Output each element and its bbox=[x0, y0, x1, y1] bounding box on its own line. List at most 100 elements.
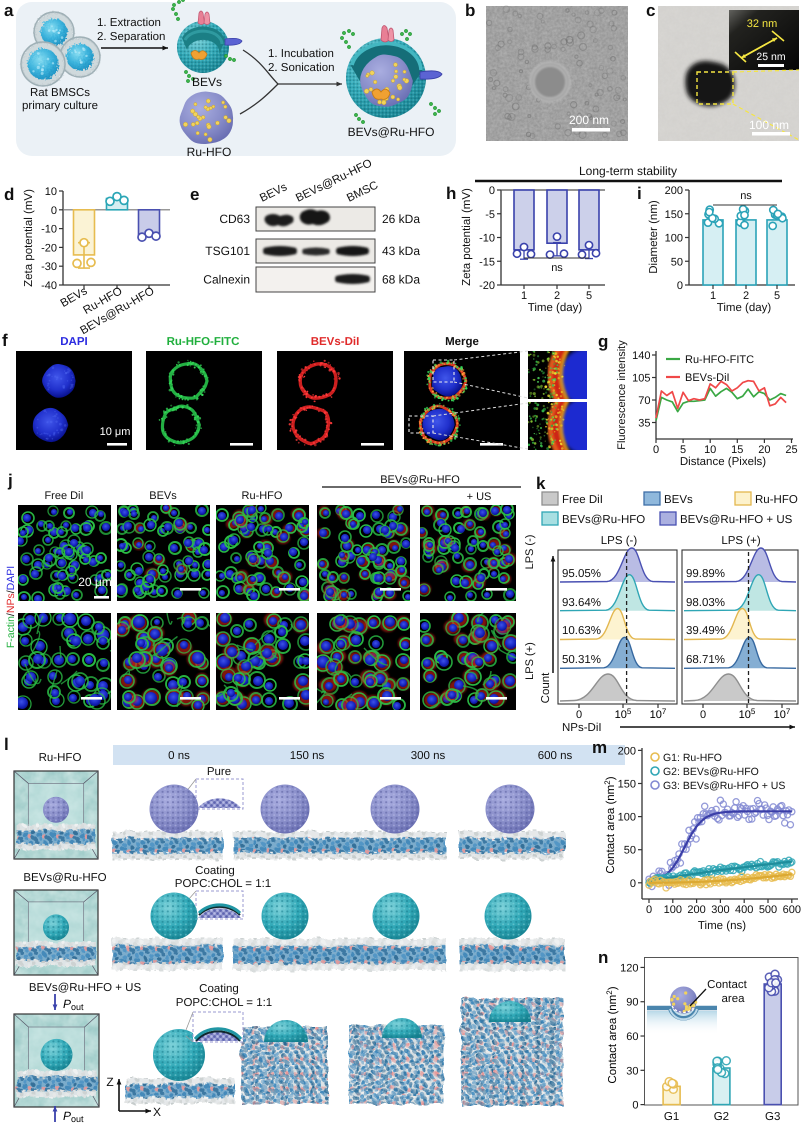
svg-text:0: 0 bbox=[632, 1100, 638, 1112]
svg-text:G2: G2 bbox=[714, 1111, 729, 1123]
svg-text:120: 120 bbox=[620, 962, 638, 974]
svg-text:Time (day): Time (day) bbox=[528, 302, 583, 314]
svg-text:0: 0 bbox=[646, 904, 652, 916]
svg-text:ns: ns bbox=[740, 190, 752, 202]
svg-text:50: 50 bbox=[671, 256, 683, 268]
svg-text:BEVs@Ru-HFO + US: BEVs@Ru-HFO + US bbox=[29, 982, 142, 994]
svg-text:Time (ns): Time (ns) bbox=[698, 920, 746, 932]
svg-text:Contact: Contact bbox=[707, 979, 747, 991]
svg-text:5: 5 bbox=[586, 290, 592, 302]
svg-text:c: c bbox=[646, 1, 655, 20]
svg-text:Free DiI: Free DiI bbox=[562, 494, 603, 506]
svg-text:Rat BMSCs: Rat BMSCs bbox=[30, 87, 90, 99]
svg-text:POPC:CHOL = 1:1: POPC:CHOL = 1:1 bbox=[176, 997, 272, 1009]
svg-text:100: 100 bbox=[664, 904, 682, 916]
svg-text:10: 10 bbox=[704, 444, 716, 456]
svg-text:0: 0 bbox=[700, 709, 706, 721]
svg-text:Free DiI: Free DiI bbox=[44, 490, 83, 502]
svg-text:Pure: Pure bbox=[207, 766, 231, 778]
svg-text:1: 1 bbox=[710, 290, 716, 302]
svg-text:150: 150 bbox=[618, 779, 636, 791]
svg-text:200: 200 bbox=[665, 185, 683, 197]
svg-text:j: j bbox=[7, 471, 13, 490]
svg-text:-10: -10 bbox=[41, 224, 57, 236]
svg-text:300 ns: 300 ns bbox=[411, 750, 446, 762]
svg-text:300: 300 bbox=[711, 904, 729, 916]
svg-text:90: 90 bbox=[626, 997, 638, 1009]
svg-text:i: i bbox=[637, 184, 642, 203]
svg-text:Count: Count bbox=[540, 672, 552, 703]
svg-text:BEVs@Ru-HFO: BEVs@Ru-HFO bbox=[348, 125, 435, 139]
svg-text:Ru-HFO-FITC: Ru-HFO-FITC bbox=[685, 354, 754, 366]
svg-text:area: area bbox=[721, 993, 745, 1005]
svg-text:primary culture: primary culture bbox=[22, 100, 98, 112]
svg-text:0: 0 bbox=[489, 185, 495, 197]
svg-text:600 ns: 600 ns bbox=[538, 750, 573, 762]
svg-text:BEVs: BEVs bbox=[149, 490, 177, 502]
svg-text:107: 107 bbox=[774, 707, 791, 721]
svg-text:105: 105 bbox=[632, 373, 650, 385]
svg-text:200 nm: 200 nm bbox=[569, 113, 609, 127]
svg-text:30: 30 bbox=[626, 1065, 638, 1077]
svg-text:107: 107 bbox=[650, 707, 667, 721]
svg-text:Coating: Coating bbox=[199, 983, 239, 995]
svg-text:Z: Z bbox=[106, 1075, 113, 1089]
svg-text:Zeta potential (mV): Zeta potential (mV) bbox=[23, 189, 35, 287]
svg-text:500: 500 bbox=[759, 904, 777, 916]
svg-text:Contact area (nm2): Contact area (nm2) bbox=[605, 986, 619, 1083]
svg-text:20 μm: 20 μm bbox=[78, 575, 112, 589]
svg-text:99.89%: 99.89% bbox=[686, 568, 725, 580]
svg-text:39.49%: 39.49% bbox=[686, 625, 725, 637]
svg-text:5: 5 bbox=[680, 444, 686, 456]
svg-text:200: 200 bbox=[618, 745, 636, 757]
svg-text:Ru-HFO: Ru-HFO bbox=[187, 145, 232, 159]
svg-text:100 nm: 100 nm bbox=[749, 118, 789, 132]
svg-text:150: 150 bbox=[665, 209, 683, 221]
svg-text:93.64%: 93.64% bbox=[562, 597, 601, 609]
svg-text:Distance (Pixels): Distance (Pixels) bbox=[680, 456, 766, 468]
svg-text:LPS (+): LPS (+) bbox=[524, 642, 536, 680]
svg-text:Time (day): Time (day) bbox=[717, 302, 772, 314]
svg-text:Pout: Pout bbox=[63, 1109, 84, 1124]
svg-text:25 nm: 25 nm bbox=[756, 51, 785, 63]
svg-text:0: 0 bbox=[576, 709, 582, 721]
svg-text:f: f bbox=[2, 331, 8, 350]
svg-text:Coating: Coating bbox=[195, 865, 235, 877]
svg-text:Calnexin: Calnexin bbox=[203, 273, 250, 287]
svg-text:2: 2 bbox=[743, 290, 749, 302]
svg-text:h: h bbox=[446, 184, 456, 203]
svg-text:g: g bbox=[598, 332, 608, 351]
svg-text:BEVs-DiI: BEVs-DiI bbox=[685, 372, 730, 384]
svg-text:200: 200 bbox=[687, 904, 705, 916]
svg-text:400: 400 bbox=[735, 904, 753, 916]
svg-text:l: l bbox=[4, 735, 9, 754]
svg-text:2: 2 bbox=[554, 290, 560, 302]
svg-text:BEVs: BEVs bbox=[664, 494, 693, 506]
svg-text:0: 0 bbox=[51, 205, 57, 217]
svg-text:LPS (-): LPS (-) bbox=[524, 535, 536, 570]
svg-text:-30: -30 bbox=[41, 261, 57, 273]
svg-text:600: 600 bbox=[783, 904, 801, 916]
svg-text:LPS (+): LPS (+) bbox=[721, 535, 760, 547]
svg-text:F-actin/NPs/DAPI: F-actin/NPs/DAPI bbox=[5, 566, 17, 648]
svg-text:0: 0 bbox=[630, 878, 636, 890]
svg-text:G3: G3 bbox=[765, 1111, 780, 1123]
svg-text:DAPI: DAPI bbox=[60, 336, 87, 348]
svg-text:BEVs: BEVs bbox=[258, 181, 289, 205]
svg-text:+ US: + US bbox=[467, 491, 492, 503]
svg-text:-20: -20 bbox=[479, 280, 495, 292]
svg-text:150 ns: 150 ns bbox=[290, 750, 325, 762]
svg-text:-5: -5 bbox=[485, 209, 495, 221]
svg-text:-20: -20 bbox=[41, 242, 57, 254]
svg-text:Zeta potential (mV): Zeta potential (mV) bbox=[461, 188, 473, 286]
svg-text:LPS (-): LPS (-) bbox=[601, 535, 638, 547]
svg-text:BEVs@Ru-HFO: BEVs@Ru-HFO bbox=[23, 872, 106, 884]
svg-text:10 μm: 10 μm bbox=[100, 426, 131, 438]
svg-text:98.03%: 98.03% bbox=[686, 597, 725, 609]
svg-text:15: 15 bbox=[731, 444, 743, 456]
svg-text:Contact area (nm2): Contact area (nm2) bbox=[603, 776, 617, 873]
svg-text:95.05%: 95.05% bbox=[562, 568, 601, 580]
svg-text:d: d bbox=[4, 185, 14, 204]
svg-text:0 ns: 0 ns bbox=[168, 750, 190, 762]
svg-text:35: 35 bbox=[638, 418, 650, 430]
